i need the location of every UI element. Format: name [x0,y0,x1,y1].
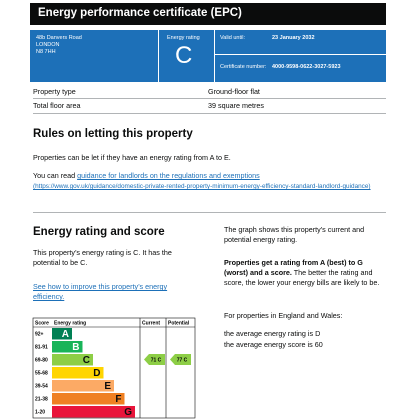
score: 81-91 [35,345,48,351]
band-letter: D [93,368,100,379]
band-letter: A [62,329,69,340]
potential-label: 77 C [177,358,188,364]
summary-box: 48b Danvers Road LONDON N8 7HH Energy ra… [30,30,386,82]
paragraph: You can read guidance for landlords on t… [33,171,383,192]
chart-frame [32,317,196,419]
score: 55-68 [35,371,48,377]
text: You can read [33,171,78,180]
row-rule [33,113,386,114]
header-title: Energy performance certificate (EPC) [38,7,242,19]
address: 48b Danvers Road LONDON N8 7HH [36,35,82,56]
paragraph: This property’s energy rating is C. It h… [33,248,172,267]
valid-label: Valid until: [220,35,245,41]
band-letter: F [115,394,121,405]
paragraph: The graph shows this property’s current … [224,225,365,244]
rating-band [52,341,83,353]
rating-band [52,354,93,366]
band-letter: E [104,381,111,392]
divider [215,54,386,55]
header-bar: Energy performance certificate (EPC) [30,3,386,25]
rating-label: Energy rating [167,35,200,41]
paragraph: the average energy score is 60 [224,340,323,349]
divider [158,30,159,82]
column-header: Current [142,321,160,327]
score: 21-38 [35,397,48,403]
link[interactable]: guidance for landlords on the regulation… [77,171,260,180]
band-letter: C [83,355,90,366]
column-header: Score [35,321,49,327]
current-marker [144,354,165,365]
band-letter: G [124,407,132,418]
table-cell: Property type [33,87,76,96]
paragraph: For properties in England and Wales: [224,311,343,320]
paragraph: Properties get a rating from A (best) to… [224,258,386,288]
score: 92+ [35,332,44,338]
rating-band [52,380,114,392]
section-heading: Rules on letting this property [33,128,193,140]
rating: C [175,42,193,69]
row-rule [33,98,386,99]
table-cell: Ground-floor flat [208,87,260,96]
table-cell: Total floor area [33,101,81,110]
paragraph: Properties can be let if they have an en… [33,153,231,162]
band-letter: B [72,342,79,353]
valid-date: 23 January 2032 [272,35,315,41]
rating-band [52,406,135,418]
link[interactable]: See how to improve this property’s energ… [33,282,168,301]
table-cell: 39 square metres [208,101,264,110]
column-header: Energy rating [54,321,86,327]
address-line: 48b Danvers Road [36,35,82,41]
potential-marker [170,354,191,365]
divider [214,30,215,82]
text: The better the rating and score, the low… [224,268,380,287]
address-line: LONDON [36,42,60,48]
score: 69-80 [35,358,48,364]
certificate-label: Certificate number: [220,64,267,70]
link-url[interactable]: (https://www.gov.uk/guidance/domestic-pr… [33,183,371,190]
section-heading: Energy rating and score [33,226,165,238]
rating-band [52,393,125,405]
certificate-number: 4000-9598-0622-3027-5923 [272,64,341,70]
column-header: Potential [168,321,190,327]
address-line: N8 7HH [36,49,56,55]
paragraph: the average energy rating is D [224,329,321,338]
current-label: 71 C [151,358,162,364]
rating-band [52,328,72,340]
bold-text: Properties get a rating from A (best) to… [224,258,363,277]
rating-band [52,367,104,379]
score: 39-54 [35,384,48,390]
section-rule [33,212,386,213]
score: 1-20 [35,410,45,416]
